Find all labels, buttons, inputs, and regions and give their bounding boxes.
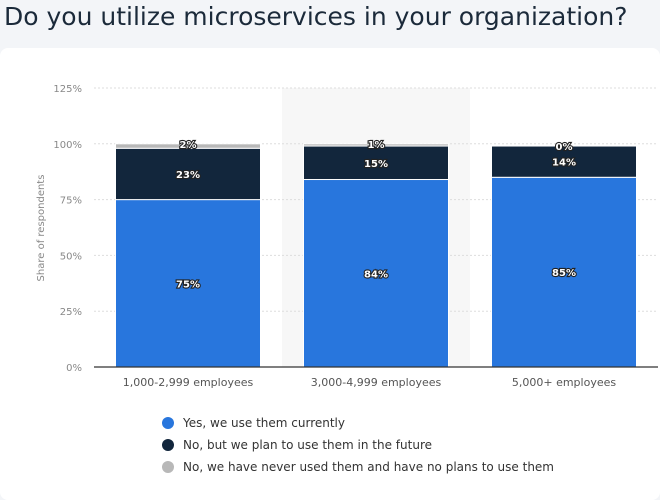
data-label: 14%: [552, 158, 576, 169]
legend-dot-icon: [162, 417, 174, 429]
x-tick-label: 3,000-4,999 employees: [311, 376, 442, 389]
data-label: 23%: [176, 170, 200, 181]
y-tick-label: 75%: [60, 196, 82, 207]
bar-segment: [115, 143, 261, 149]
legend-dot-icon: [162, 439, 174, 451]
legend-label: No, but we plan to use them in the futur…: [183, 438, 432, 452]
bar-segment: [491, 145, 637, 178]
data-label: 84%: [364, 269, 388, 280]
y-tick-label: 25%: [60, 307, 82, 318]
legend-label: Yes, we use them currently: [183, 416, 345, 430]
y-tick-label: 100%: [53, 140, 82, 151]
legend-label: No, we have never used them and have no …: [183, 460, 554, 474]
legend-dot-icon: [162, 461, 174, 473]
y-tick-label: 125%: [53, 84, 82, 95]
legend: Yes, we use them currently No, but we pla…: [162, 412, 554, 478]
y-tick-label: 0%: [66, 363, 82, 374]
data-label: 1%: [368, 140, 385, 151]
bar-segment: [303, 145, 449, 181]
y-axis-label: Share of respondents: [36, 175, 47, 282]
data-label: 75%: [176, 279, 200, 290]
bar-segment: [303, 179, 449, 368]
bar-segment: [303, 143, 449, 147]
x-tick-label: 5,000+ employees: [512, 376, 617, 389]
bar-segment: [115, 147, 261, 201]
legend-item[interactable]: No, but we plan to use them in the futur…: [162, 434, 554, 456]
x-tick-label: 1,000-2,999 employees: [123, 376, 254, 389]
bar-segment: [115, 199, 261, 368]
y-tick-label: 50%: [60, 251, 82, 262]
legend-item[interactable]: No, we have never used them and have no …: [162, 456, 554, 478]
data-label: 2%: [180, 140, 197, 151]
data-label: 15%: [364, 159, 388, 170]
legend-item[interactable]: Yes, we use them currently: [162, 412, 554, 434]
page-title: Do you utilize microservices in your org…: [4, 2, 628, 31]
bar-segment: [491, 176, 637, 368]
data-label: 0%: [556, 142, 573, 153]
data-label: 85%: [552, 268, 576, 279]
